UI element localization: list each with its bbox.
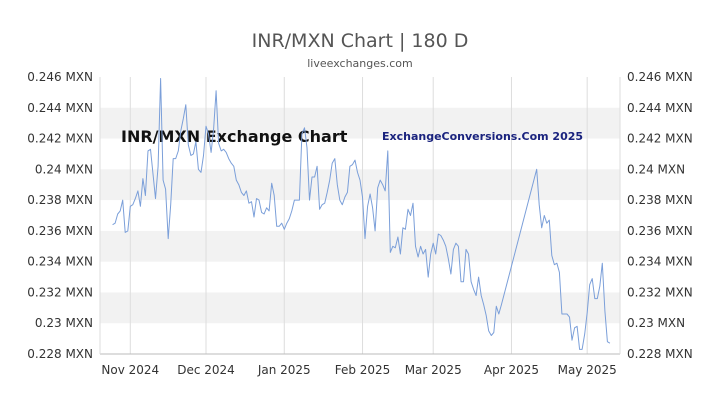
y-tick-label: 0.242 MXN <box>627 132 693 146</box>
x-tick-label: Dec 2024 <box>177 363 235 377</box>
y-tick-label: 0.246 MXN <box>27 70 93 84</box>
y-tick-label: 0.234 MXN <box>27 255 93 269</box>
y-tick-label: 0.246 MXN <box>627 70 693 84</box>
y-tick-labels-right: 0.228 MXN 0.23 MXN 0.232 MXN 0.234 MXN 0.236… <box>627 70 693 361</box>
y-tick-label: 0.242 MXN <box>27 132 93 146</box>
y-tick-label: 0.228 MXN <box>27 347 93 361</box>
vertical-gridlines <box>129 77 588 354</box>
chart-title: INR/MXN Chart | 180 D <box>252 30 469 52</box>
x-tick-label: Jan 2025 <box>257 363 311 377</box>
grid-band <box>100 230 620 262</box>
y-tick-label: 0.244 MXN <box>627 101 693 115</box>
y-tick-label: 0.236 MXN <box>27 224 93 238</box>
grid-band <box>100 169 620 201</box>
x-tick-labels: Nov 2024 Dec 2024 Jan 2025 Feb 2025 Mar 2025… <box>101 363 616 377</box>
y-tick-label: 0.24 MXN <box>627 162 685 176</box>
x-tick-label: Apr 2025 <box>484 363 539 377</box>
x-tick-label: Nov 2024 <box>101 363 159 377</box>
watermark-left: INR/MXN Exchange Chart <box>121 127 348 146</box>
y-tick-label: 0.228 MXN <box>627 347 693 361</box>
series-line <box>112 78 611 350</box>
y-tick-label: 0.238 MXN <box>627 193 693 207</box>
y-tick-label: 0.244 MXN <box>27 101 93 115</box>
x-tick-label: May 2025 <box>558 363 617 377</box>
grid-bands <box>100 107 620 324</box>
y-tick-label: 0.23 MXN <box>35 316 93 330</box>
y-tick-label: 0.234 MXN <box>627 255 693 269</box>
chart-subtitle: liveexchanges.com <box>307 57 412 70</box>
x-tick-label: Mar 2025 <box>405 363 462 377</box>
y-tick-label: 0.238 MXN <box>27 193 93 207</box>
y-tick-label: 0.232 MXN <box>627 285 693 299</box>
y-tick-label: 0.236 MXN <box>627 224 693 238</box>
y-tick-label: 0.24 MXN <box>35 162 93 176</box>
x-tick-label: Feb 2025 <box>335 363 391 377</box>
y-tick-labels-left: 0.228 MXN 0.23 MXN 0.232 MXN 0.234 MXN 0.236… <box>27 70 93 361</box>
grid-band <box>100 292 620 324</box>
y-tick-label: 0.23 MXN <box>627 316 685 330</box>
watermark-right: ExchangeConversions.Com 2025 <box>382 130 583 143</box>
y-tick-label: 0.232 MXN <box>27 285 93 299</box>
